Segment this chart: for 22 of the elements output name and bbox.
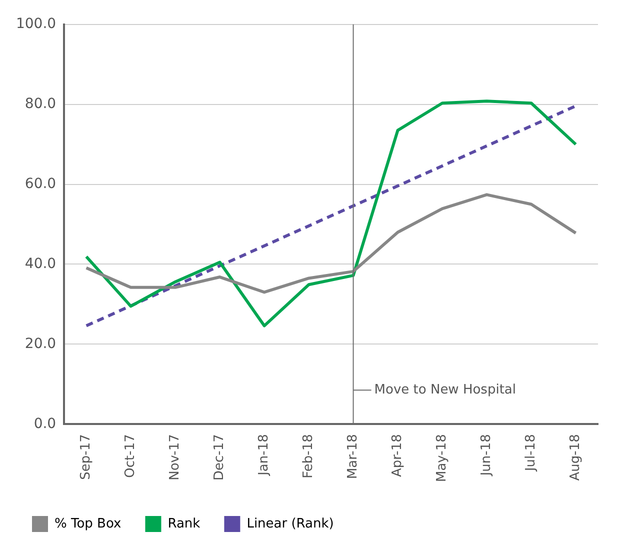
y-tick-label: 0.0 <box>34 416 56 432</box>
x-tick-label: May-18 <box>434 434 450 482</box>
x-tick-label: Mar-18 <box>346 434 361 480</box>
x-tick-label: Apr-18 <box>390 434 406 478</box>
x-tick-label: Oct-17 <box>123 434 138 478</box>
x-tick-label: Feb-18 <box>301 434 316 478</box>
y-tick-label: 20.0 <box>24 336 56 352</box>
x-tick-label: Jan-18 <box>256 434 272 476</box>
legend-label: Rank <box>168 516 201 532</box>
x-tick-label: Aug-18 <box>568 434 584 481</box>
x-tick-label: Nov-17 <box>168 434 183 480</box>
y-tick-label: 100.0 <box>16 16 56 32</box>
legend-label: Linear (Rank) <box>246 516 334 532</box>
x-tick-label: Sep-17 <box>78 434 94 480</box>
x-tick-label: Jul-18 <box>524 434 539 472</box>
y-tick-label: 40.0 <box>24 256 56 272</box>
x-tick-label: Dec-17 <box>212 434 228 481</box>
x-tick-label: Jun-18 <box>479 434 494 477</box>
y-tick-label: 60.0 <box>24 176 56 192</box>
y-tick-label: 80.0 <box>24 96 56 112</box>
ref-line-label: Move to New Hospital <box>374 382 516 398</box>
legend-label: % Top Box <box>54 516 122 532</box>
